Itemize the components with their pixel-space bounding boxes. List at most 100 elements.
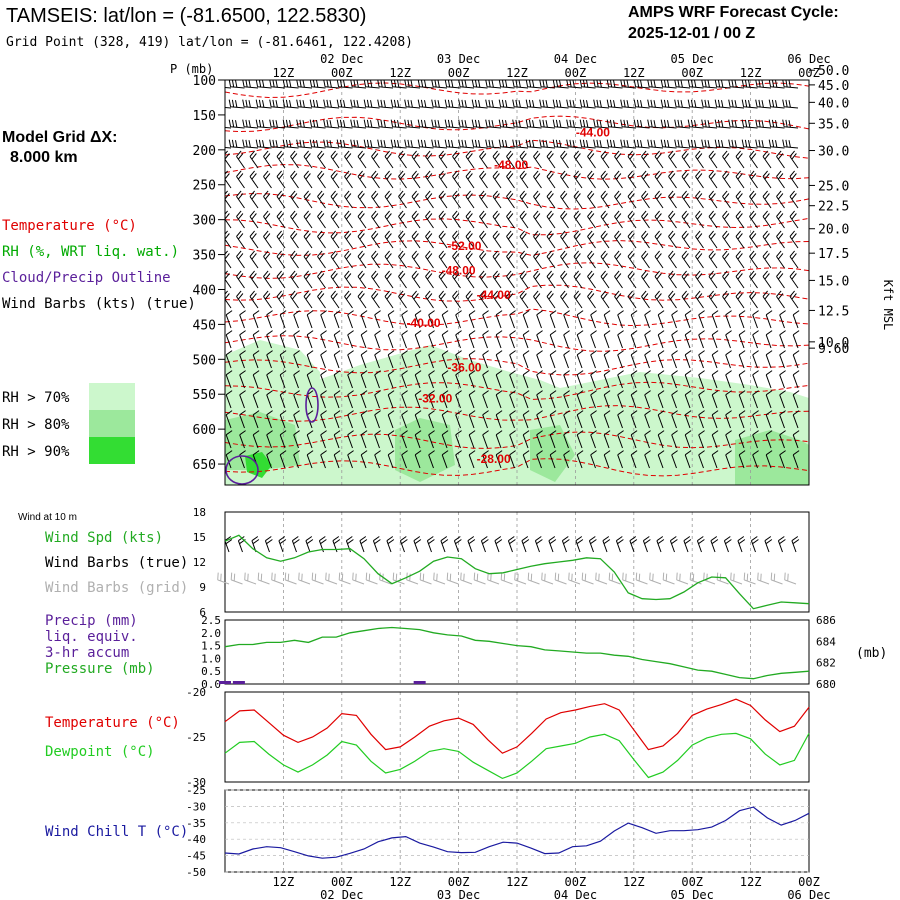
time-label-top: 12Z — [740, 66, 762, 80]
upper-wind-barb — [563, 330, 570, 349]
upper-wind-barb — [633, 119, 650, 129]
upper-wind-barb — [239, 410, 246, 429]
upper-wind-barb — [344, 170, 353, 189]
upper-wind-barb — [455, 330, 462, 349]
upper-wind-barb — [455, 430, 462, 449]
upper-wind-barb — [668, 290, 677, 309]
upper-wind-barb — [398, 190, 407, 209]
upper-wind-barb — [414, 410, 422, 429]
upper-wind-barb — [303, 190, 313, 209]
grid-wind-barb — [568, 572, 581, 585]
upper-wind-barb — [735, 270, 745, 289]
upper-wind-barb — [471, 80, 488, 89]
grid-wind-barb — [662, 572, 675, 585]
upper-wind-barb — [377, 119, 394, 129]
pressure-axis-label: P (mb) — [170, 62, 213, 76]
upper-wind-barb — [239, 430, 246, 449]
upper-wind-barb — [411, 230, 421, 249]
upper-wind-barb — [647, 119, 664, 129]
upper-wind-barb — [708, 250, 718, 269]
upper-wind-barb — [441, 310, 449, 329]
upper-wind-barb — [762, 230, 772, 249]
upper-wind-barb — [242, 119, 259, 129]
grid-wind-barb — [365, 572, 378, 585]
upper-wind-barb — [452, 250, 461, 269]
height-tick-label: 40.0 — [818, 96, 849, 111]
grid-wind-barb — [446, 572, 459, 585]
pressure-tick-label: 550 — [193, 388, 216, 403]
panel-legend-entry: Temperature (°C) — [45, 715, 180, 731]
upper-wind-barb — [360, 390, 368, 409]
rh-region — [395, 418, 455, 482]
upper-wind-barb — [549, 350, 557, 369]
upper-wind-barb — [249, 210, 259, 229]
upper-wind-barb — [492, 230, 502, 249]
upper-wind-barb — [587, 150, 596, 169]
date-label-bottom: 04 Dec — [554, 888, 597, 900]
temperature-contour — [225, 284, 809, 302]
upper-wind-barb — [293, 390, 300, 409]
upper-wind-barb — [711, 330, 719, 349]
upper-wind-barb — [506, 290, 515, 309]
upper-wind-barb — [401, 330, 408, 349]
upper-wind-barb — [536, 310, 543, 329]
upper-wind-barb — [711, 390, 719, 409]
upper-wind-barb — [600, 230, 610, 249]
upper-wind-barb — [792, 330, 800, 349]
upper-wind-barb — [668, 150, 677, 169]
true-wind-barb — [291, 536, 300, 553]
upper-wind-barb — [371, 210, 380, 229]
upper-wind-barb — [792, 370, 800, 389]
upper-wind-barb — [282, 80, 299, 89]
upper-wind-barb — [593, 80, 610, 89]
upper-wind-barb — [509, 310, 516, 329]
upper-wind-barb — [468, 350, 476, 369]
upper-wind-barb — [660, 139, 677, 149]
upper-wind-barb — [681, 290, 691, 309]
upper-wind-barb — [579, 119, 596, 129]
upper-wind-barb — [479, 230, 488, 249]
panel-tick-label: -25 — [186, 784, 206, 797]
cross-section-frame — [224, 79, 810, 486]
true-wind-barb — [264, 536, 273, 553]
upper-wind-barb — [579, 99, 596, 109]
grid-wind-barb — [244, 572, 257, 585]
upper-wind-barb — [495, 370, 503, 389]
upper-wind-barb — [681, 170, 691, 189]
upper-wind-barb — [749, 190, 758, 209]
true-wind-barb — [750, 536, 759, 553]
upper-wind-barb — [512, 99, 529, 109]
contour-label: -40.00 — [407, 316, 441, 330]
upper-wind-barb — [606, 119, 623, 129]
upper-wind-barb — [471, 139, 488, 149]
upper-wind-barb — [509, 390, 516, 409]
grid-wind-barb — [595, 572, 608, 585]
upper-wind-barb — [644, 370, 651, 389]
upper-wind-barb — [239, 390, 246, 409]
grid-wind-barb — [554, 572, 567, 585]
upper-wind-barb — [755, 80, 772, 89]
upper-wind-barb — [627, 170, 637, 189]
panel-legend-entry: Wind Chill T (°C) — [45, 824, 188, 840]
upper-wind-barb — [714, 119, 731, 129]
upper-wind-barb — [671, 430, 678, 449]
upper-wind-barb — [614, 210, 623, 229]
upper-wind-barb — [633, 99, 650, 109]
upper-wind-barb — [660, 99, 677, 109]
upper-wind-barb — [360, 330, 368, 349]
upper-wind-barb — [749, 150, 758, 169]
upper-wind-barb — [390, 139, 407, 149]
upper-wind-barb — [495, 330, 503, 349]
panel-tick-label: 0.0 — [201, 678, 221, 691]
true-wind-barb — [399, 536, 408, 553]
grid-wind-barb — [676, 572, 689, 585]
upper-wind-barb — [614, 290, 623, 309]
panel-legend-entry: Pressure (mb) — [45, 661, 155, 677]
pressure-tick-label: 500 — [193, 353, 216, 368]
upper-wind-barb — [317, 210, 326, 229]
upper-wind-barb — [722, 170, 731, 189]
upper-wind-barb — [644, 390, 651, 409]
upper-wind-barb — [711, 430, 719, 449]
height-tick-label: 9.60 — [818, 342, 849, 357]
upper-wind-barb — [465, 170, 475, 189]
